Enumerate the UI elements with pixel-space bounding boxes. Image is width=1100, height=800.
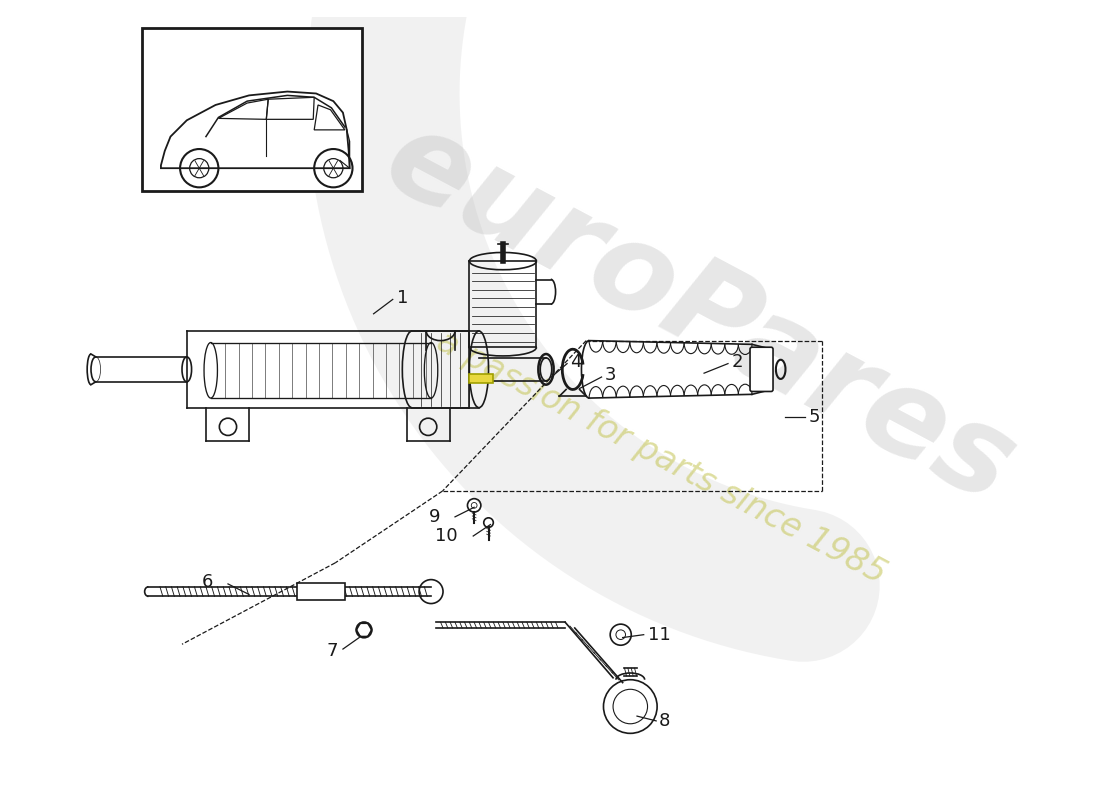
Bar bbox=[297, 583, 344, 600]
Text: 11: 11 bbox=[648, 626, 670, 644]
Text: 3: 3 bbox=[604, 366, 616, 384]
FancyBboxPatch shape bbox=[750, 347, 773, 391]
Text: a passion for parts since 1985: a passion for parts since 1985 bbox=[430, 325, 891, 590]
Text: 7: 7 bbox=[327, 642, 338, 660]
Text: euroPares: euroPares bbox=[365, 99, 1033, 529]
Text: 10: 10 bbox=[436, 527, 458, 545]
Text: 6: 6 bbox=[202, 573, 213, 591]
Text: 9: 9 bbox=[429, 508, 441, 526]
Text: 1: 1 bbox=[397, 289, 408, 306]
Text: 2: 2 bbox=[732, 353, 744, 370]
Text: 5: 5 bbox=[808, 408, 820, 426]
Text: 4: 4 bbox=[570, 353, 582, 370]
Bar bbox=[470, 374, 493, 382]
Text: 8: 8 bbox=[659, 712, 670, 730]
Bar bbox=[142, 28, 362, 191]
